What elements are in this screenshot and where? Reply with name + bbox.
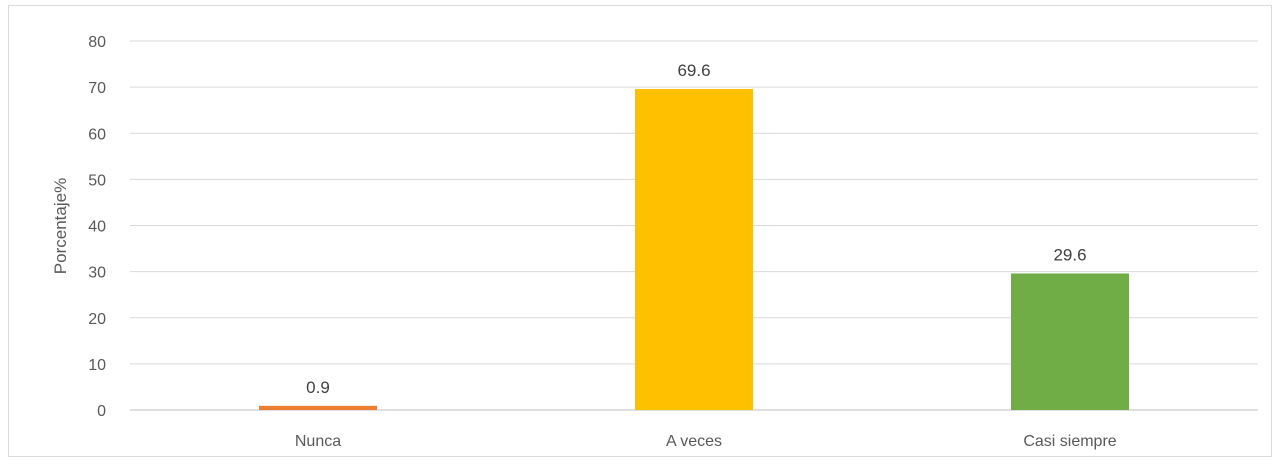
- y-axis-ticks: 0 10 20 30 40 50 60 70 80: [88, 34, 106, 420]
- y-tick-label: 80: [88, 34, 106, 51]
- data-labels: 0.9 69.6 29.6: [306, 61, 1086, 397]
- bar-a-veces: [635, 88, 753, 410]
- bar-nunca: [259, 405, 377, 410]
- bars: [259, 88, 1129, 410]
- y-tick-label: 50: [88, 172, 106, 189]
- y-tick-label: 30: [88, 265, 106, 282]
- y-tick-label: 40: [88, 219, 106, 236]
- x-tick-label: Nunca: [295, 433, 341, 450]
- y-tick-label: 70: [88, 80, 106, 97]
- x-tick-label: A veces: [666, 433, 722, 450]
- data-label: 29.6: [1053, 245, 1086, 264]
- x-tick-label: Casi siempre: [1023, 433, 1116, 450]
- x-axis-ticks: Nunca A veces Casi siempre: [295, 433, 1117, 450]
- bar-casi-siempre: [1011, 273, 1129, 410]
- y-tick-label: 20: [88, 311, 106, 328]
- y-axis-title: Porcentaje%: [51, 178, 70, 274]
- y-tick-label: 60: [88, 126, 106, 143]
- data-label: 69.6: [677, 61, 710, 80]
- data-label: 0.9: [306, 378, 330, 397]
- y-tick-label: 0: [97, 403, 106, 420]
- y-tick-label: 10: [88, 357, 106, 374]
